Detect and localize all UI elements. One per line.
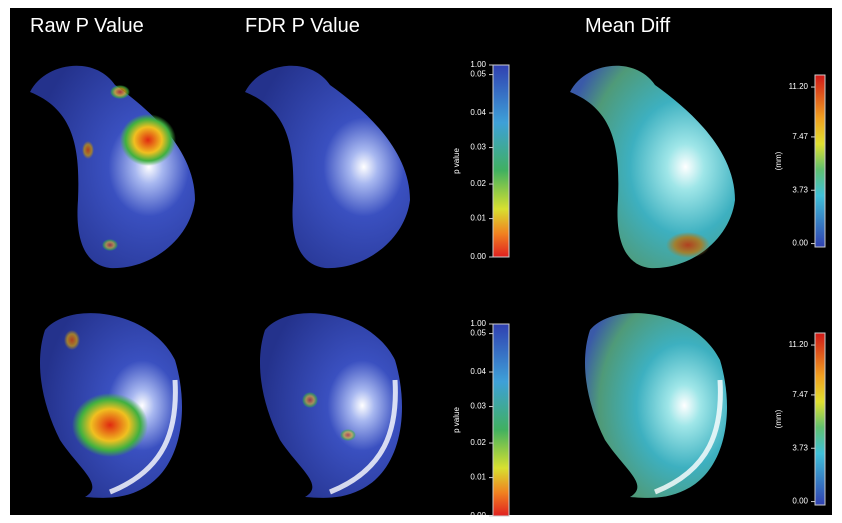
tick-label: 0.03 xyxy=(470,143,486,152)
tick-label: 0.00 xyxy=(470,511,486,520)
title: Raw P Value xyxy=(30,15,144,37)
tick-label: 0.00 xyxy=(470,252,486,261)
colorbar xyxy=(493,324,509,516)
tick-label: 0.01 xyxy=(470,214,486,223)
tick-label: 3.73 xyxy=(792,185,808,194)
tick-label: 0.05 xyxy=(470,70,486,79)
tick-label: 0.05 xyxy=(470,329,486,338)
tick-label: 1.00 xyxy=(470,60,486,69)
colorbar-label: (mm) xyxy=(774,409,783,428)
tick-label: 7.47 xyxy=(792,390,808,399)
tick-label: 0.02 xyxy=(470,179,486,188)
colorbar-label: p value xyxy=(452,407,461,433)
title: Mean Diff xyxy=(585,15,671,37)
tick-label: 0.00 xyxy=(792,497,808,506)
tick-label: 11.20 xyxy=(789,82,809,91)
tick-label: 11.20 xyxy=(789,340,809,349)
colorbar xyxy=(815,75,825,247)
tick-label: 3.73 xyxy=(792,443,808,452)
tick-label: 0.04 xyxy=(470,367,486,376)
title: FDR P Value xyxy=(245,15,360,37)
colorbar-label: (mm) xyxy=(774,151,783,170)
tick-label: 0.01 xyxy=(470,473,486,482)
tick-label: 1.00 xyxy=(470,319,486,328)
tick-label: 0.00 xyxy=(792,239,808,248)
tick-label: 0.03 xyxy=(470,402,486,411)
tick-label: 7.47 xyxy=(792,132,808,141)
tick-label: 0.02 xyxy=(470,438,486,447)
tick-label: 0.04 xyxy=(470,108,486,117)
colorbar-label: p value xyxy=(452,148,461,174)
colorbar xyxy=(493,65,509,257)
figure: Raw P Value FDR P Value Mean Diff 1.000.… xyxy=(0,0,842,523)
colorbar xyxy=(815,333,825,505)
